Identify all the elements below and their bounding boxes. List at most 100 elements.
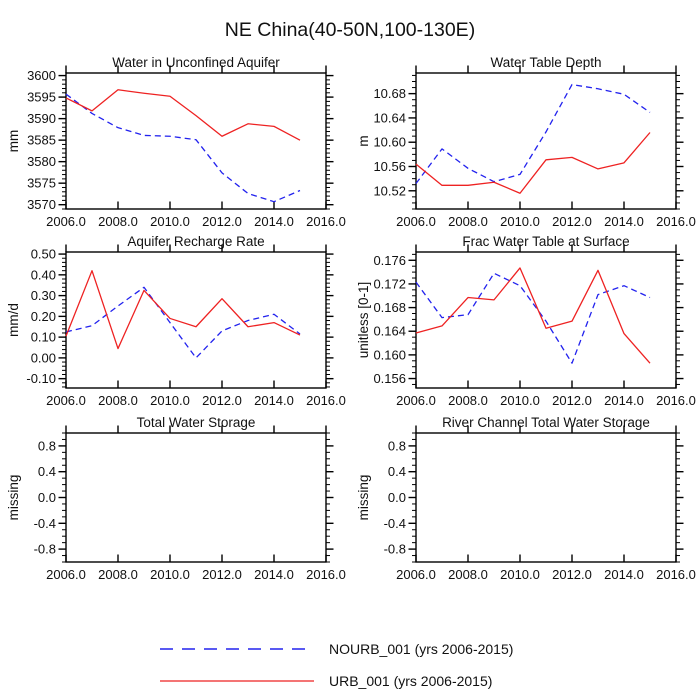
panel-title: Aquifer Recharge Rate (127, 234, 264, 249)
panel-title: Total Water Storage (137, 415, 256, 430)
y-tick-label: 3575 (27, 176, 56, 191)
axis-frame (415, 72, 677, 210)
x-tick-label: 2014.0 (604, 567, 644, 582)
y-tick-label: 0.00 (31, 350, 56, 365)
y-tick-label: 0.4 (388, 464, 406, 479)
y-tick-label: 0.164 (373, 324, 406, 339)
legend-item-nourb: NOURB_001 (yrs 2006-2015) (158, 641, 513, 657)
legend-label-urb: URB_001 (yrs 2006-2015) (329, 673, 493, 689)
y-tick-label: 10.68 (373, 86, 406, 101)
y-axis-label: missing (6, 475, 21, 521)
x-tick-label: 2008.0 (448, 567, 488, 582)
x-tick-label: 2006.0 (396, 393, 436, 408)
dashed-line-swatch (160, 648, 314, 650)
axis-frame (415, 251, 677, 389)
y-axis-label: m (356, 135, 371, 146)
y-tick-label: 3585 (27, 133, 56, 148)
x-tick-label: 2016.0 (306, 214, 346, 229)
x-tick-label: 2010.0 (500, 393, 540, 408)
x-tick-label: 2010.0 (500, 567, 540, 582)
y-tick-label: 0.172 (373, 276, 406, 291)
x-tick-label: 2016.0 (656, 393, 696, 408)
series-line-NOURB_001 (415, 272, 651, 364)
chart-water-in-unconfined-aquifer: Water in Unconfined Aquifer mm 3570 3575 358… (6, 55, 346, 229)
y-tick-label: 0.30 (31, 288, 56, 303)
y-tick-label: 3570 (27, 197, 56, 212)
x-tick-label: 2008.0 (448, 214, 488, 229)
series-line-URB_001 (65, 270, 301, 350)
main-title: NE China(40-50N,100-130E) (224, 19, 476, 41)
axis-frame (65, 251, 327, 389)
y-axis-label: missing (356, 475, 371, 521)
x-tick-label: 2010.0 (150, 567, 190, 582)
y-tick-label: -0.10 (26, 371, 56, 386)
x-tick-label: 2014.0 (604, 393, 644, 408)
y-tick-label: 10.64 (373, 110, 406, 125)
y-tick-label: 0.160 (373, 347, 406, 362)
y-tick-label: 10.52 (373, 183, 406, 198)
series-line-NOURB_001 (415, 83, 651, 184)
panel-title: River Channel Total Water Storage (442, 415, 650, 430)
y-tick-label: -0.4 (34, 516, 56, 531)
y-tick-label: 0.8 (38, 438, 56, 453)
solid-line-swatch (160, 680, 314, 682)
x-tick-label: 2006.0 (46, 567, 86, 582)
y-tick-label: 0.168 (373, 300, 406, 315)
y-tick-label: 0.40 (31, 267, 56, 282)
chart-river-channel-total-water-storage: River Channel Total Water Storage missing… (356, 415, 696, 582)
x-tick-label: 2010.0 (150, 214, 190, 229)
x-tick-label: 2012.0 (552, 393, 592, 408)
y-tick-label: 0.10 (31, 330, 56, 345)
x-tick-label: 2010.0 (150, 393, 190, 408)
chart-aquifer-recharge-rate: Aquifer Recharge Rate mm/d -0.10 0.00 0.10 0.… (6, 234, 346, 408)
x-tick-label: 2014.0 (254, 393, 294, 408)
y-tick-label: 0.176 (373, 253, 406, 268)
x-tick-label: 2016.0 (656, 214, 696, 229)
series-line-NOURB_001 (65, 93, 301, 203)
y-tick-label: 3580 (27, 154, 56, 169)
legend-item-urb: URB_001 (yrs 2006-2015) (158, 673, 492, 689)
y-tick-label: 0.0 (388, 490, 406, 505)
series-line-URB_001 (415, 267, 651, 364)
y-tick-label: -0.4 (384, 516, 406, 531)
chart-water-table-depth: Water Table Depth m 10.52 10.56 10.60 10.64 10… (356, 55, 696, 229)
y-tick-label: 0.0 (38, 490, 56, 505)
x-tick-label: 2016.0 (656, 567, 696, 582)
y-axis-label: mm (6, 130, 21, 153)
y-axis-label: mm/d (6, 303, 21, 337)
x-tick-label: 2006.0 (396, 214, 436, 229)
chart-total-water-storage: Total Water Storage missing -0.8 -0.4 0.0 0.4… (6, 415, 346, 582)
panel-title: Water Table Depth (490, 55, 601, 70)
x-tick-label: 2014.0 (254, 567, 294, 582)
y-tick-label: 0.156 (373, 371, 406, 386)
y-tick-label: -0.8 (384, 542, 406, 557)
y-tick-label: 0.20 (31, 309, 56, 324)
series-line-URB_001 (415, 132, 651, 194)
y-tick-label: 0.8 (388, 438, 406, 453)
y-axis-label: unitless [0-1] (356, 282, 371, 359)
panel-title: Frac Water Table at Surface (462, 234, 629, 249)
chart-frac-water-table-at-surface: Frac Water Table at Surface unitless [0-1… (356, 234, 696, 408)
x-tick-label: 2006.0 (46, 214, 86, 229)
x-tick-label: 2012.0 (202, 214, 242, 229)
x-tick-label: 2014.0 (604, 214, 644, 229)
y-tick-label: 10.56 (373, 159, 406, 174)
series-line-NOURB_001 (65, 286, 301, 359)
panel-title: Water in Unconfined Aquifer (112, 55, 280, 70)
legend-label-nourb: NOURB_001 (yrs 2006-2015) (329, 641, 514, 657)
axis-frame (65, 432, 327, 563)
y-tick-label: -0.8 (34, 542, 56, 557)
y-tick-label: 10.60 (373, 135, 406, 150)
x-tick-label: 2010.0 (500, 214, 540, 229)
x-tick-label: 2016.0 (306, 567, 346, 582)
axis-frame (415, 432, 677, 563)
x-tick-label: 2006.0 (396, 567, 436, 582)
x-tick-label: 2008.0 (98, 393, 138, 408)
x-tick-label: 2008.0 (98, 214, 138, 229)
x-tick-label: 2012.0 (202, 393, 242, 408)
y-tick-label: 3595 (27, 90, 56, 105)
x-tick-label: 2016.0 (306, 393, 346, 408)
axis-frame (65, 72, 327, 210)
y-tick-label: 3590 (27, 111, 56, 126)
